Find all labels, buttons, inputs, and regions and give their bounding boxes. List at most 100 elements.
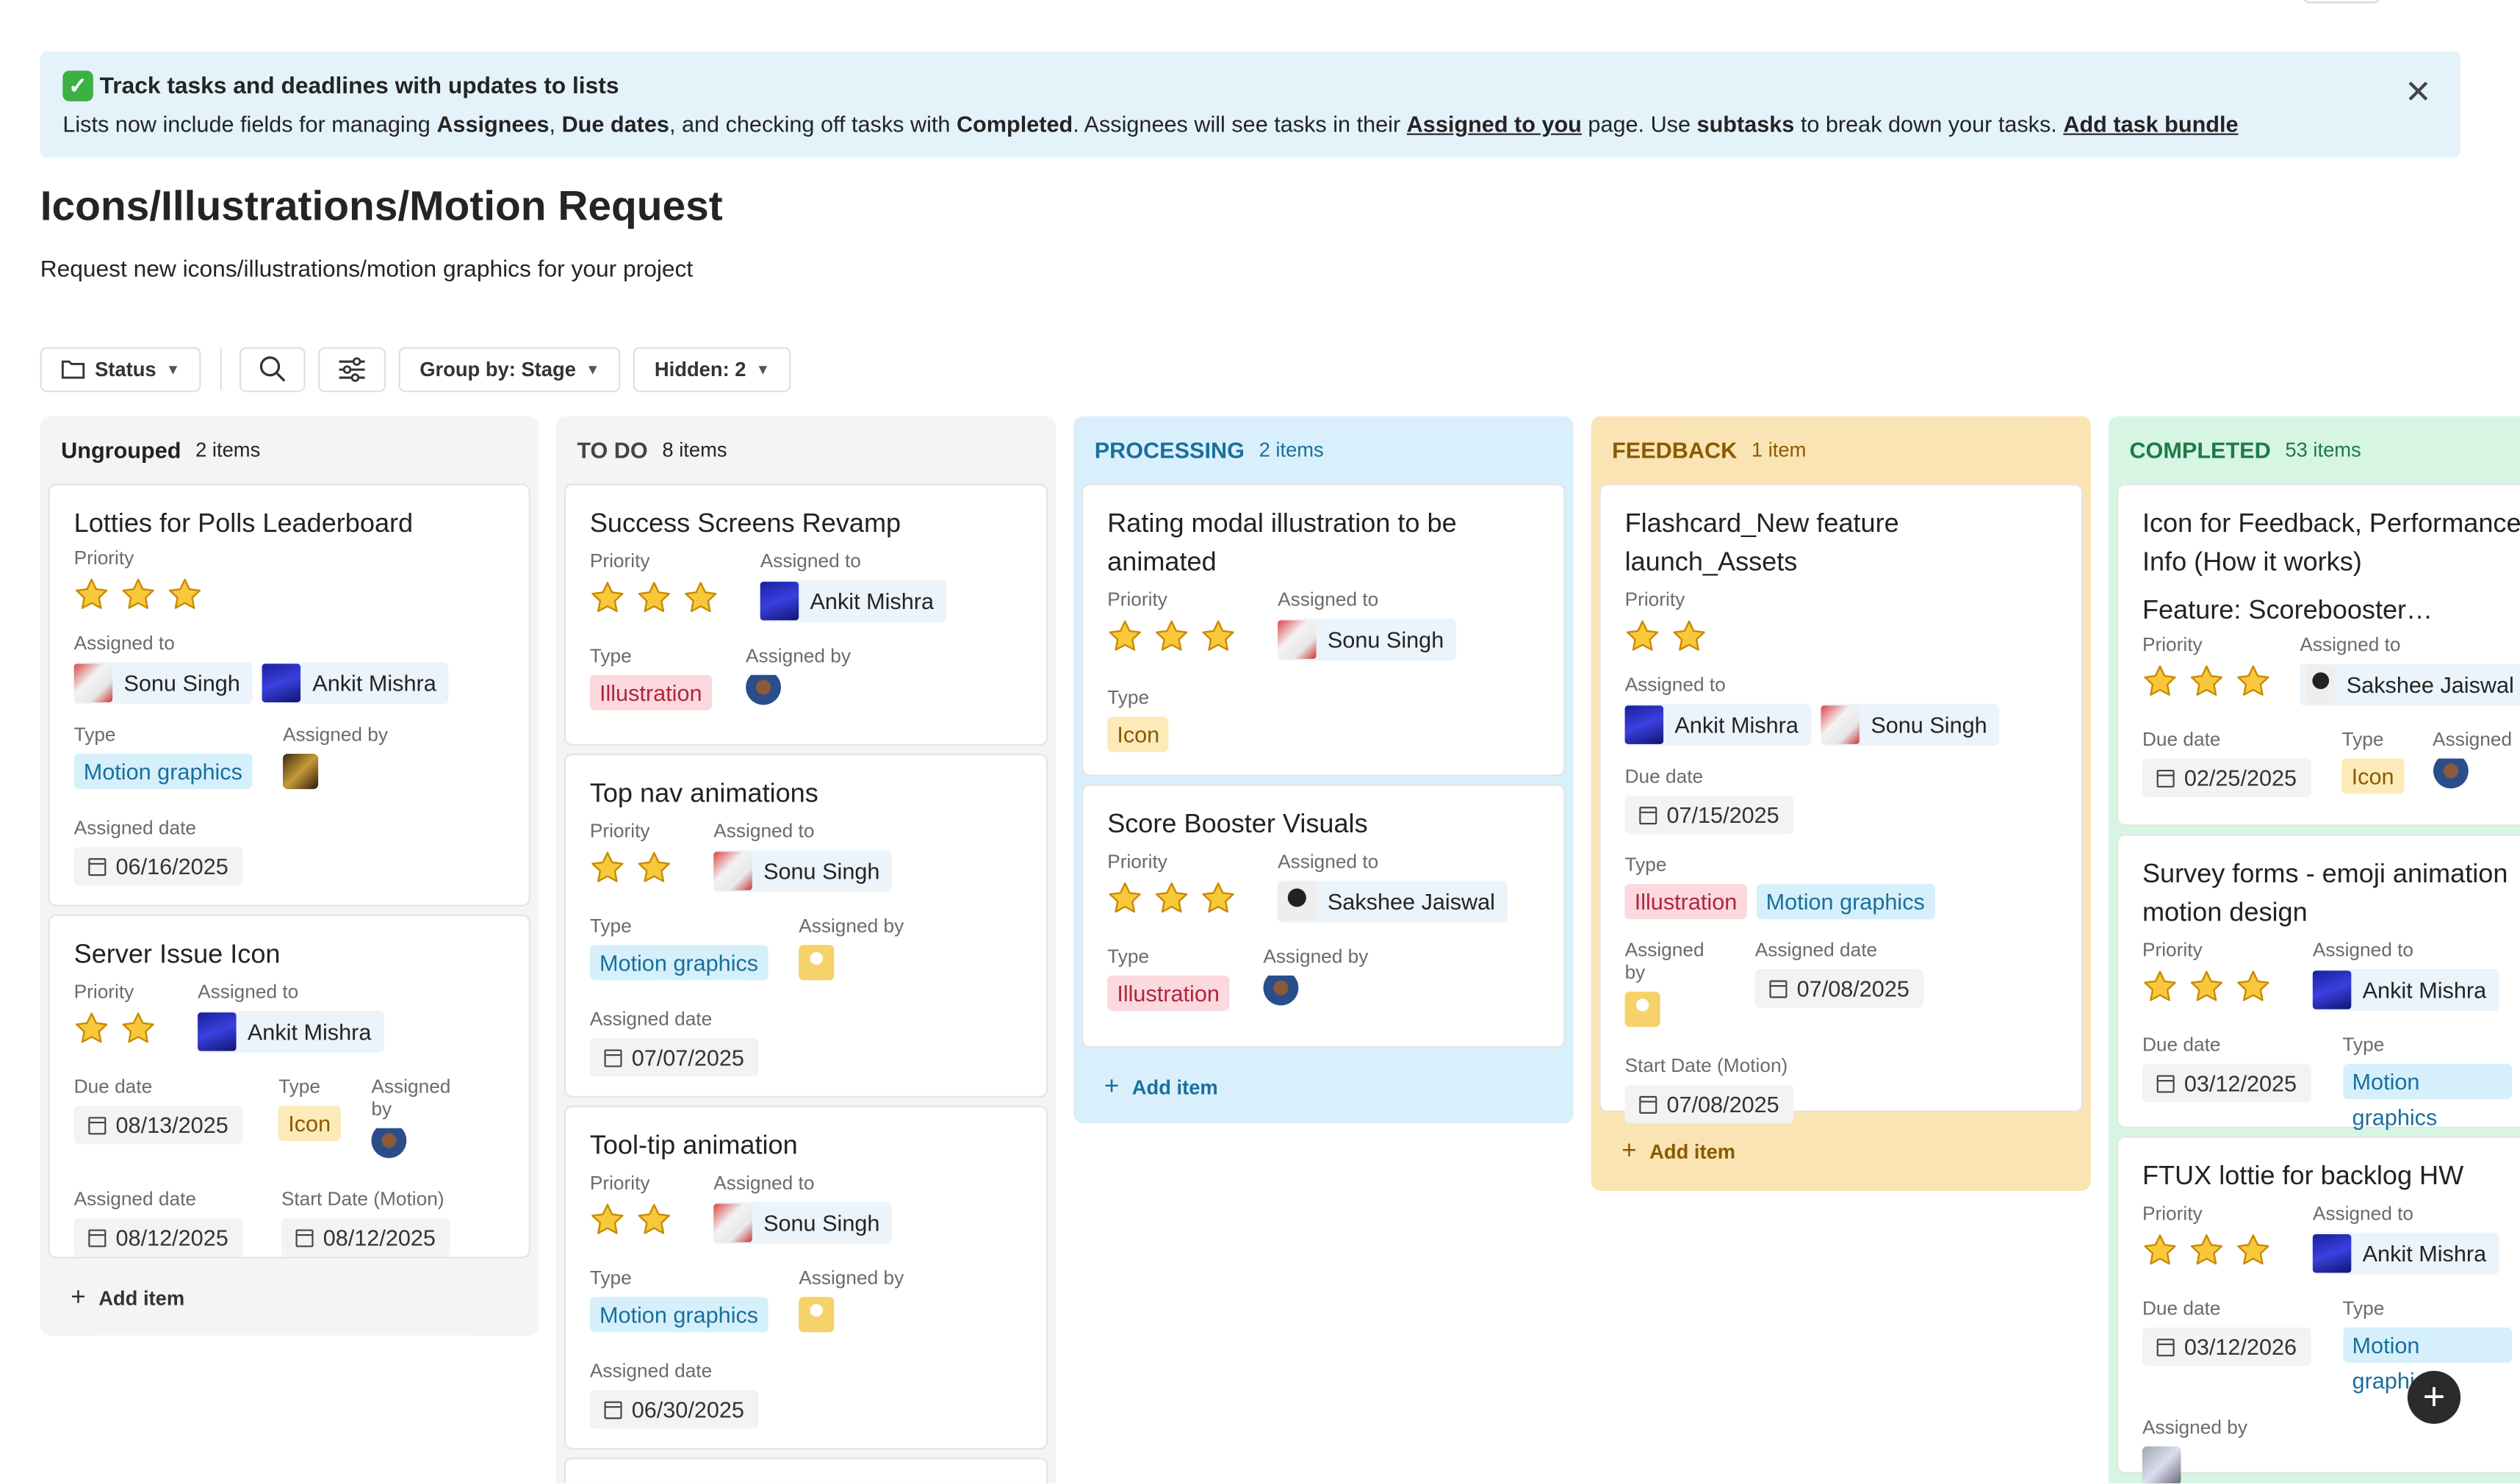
- avatar[interactable]: [746, 674, 782, 710]
- star-icon[interactable]: [590, 850, 625, 885]
- star-icon[interactable]: [2236, 1233, 2271, 1268]
- card-top-nav[interactable]: Top nav animations Priority Assigned to …: [564, 753, 1048, 1098]
- add-item-button[interactable]: + Add item: [48, 1267, 530, 1331]
- assignee-chip[interactable]: Ankit Mishra: [760, 580, 947, 622]
- due-date[interactable]: 08/13/2025: [73, 1106, 243, 1145]
- star-icon[interactable]: [1154, 881, 1189, 916]
- assignee-chip[interactable]: Sonu Singh: [73, 662, 253, 705]
- assignee-chip[interactable]: Sonu Singh: [1821, 704, 2001, 746]
- card-score-booster[interactable]: Score Booster Visuals Priority Assigned …: [1081, 784, 1566, 1048]
- priority-stars[interactable]: [2142, 969, 2284, 1004]
- star-icon[interactable]: [168, 577, 203, 612]
- assigned-date[interactable]: 06/16/2025: [73, 846, 243, 886]
- priority-stars[interactable]: [2142, 1233, 2284, 1268]
- star-icon[interactable]: [2189, 969, 2224, 1004]
- star-icon[interactable]: [2236, 969, 2271, 1004]
- avatar[interactable]: [2433, 758, 2469, 794]
- assignee-chip[interactable]: Sakshee Jaiswal: [1278, 880, 1508, 923]
- avatar[interactable]: [799, 945, 835, 981]
- filter-button[interactable]: [318, 346, 386, 392]
- avatar[interactable]: [2142, 1446, 2181, 1484]
- priority-stars[interactable]: [1107, 881, 1249, 916]
- add-item-button[interactable]: + Add item: [1599, 1120, 2083, 1185]
- hidden-fields-button[interactable]: Hidden: 2 ▼: [633, 346, 791, 392]
- card-rating-modal[interactable]: Rating modal illustration to be animated…: [1081, 483, 1566, 777]
- priority-stars[interactable]: [1107, 619, 1249, 654]
- priority-stars[interactable]: [590, 850, 685, 885]
- status-button[interactable]: Status ▼: [40, 346, 201, 392]
- star-icon[interactable]: [1154, 619, 1189, 654]
- start-date[interactable]: 07/08/2025: [1624, 1084, 1794, 1124]
- group-by-button[interactable]: Group by: Stage ▼: [398, 346, 621, 392]
- star-icon[interactable]: [590, 580, 625, 616]
- card-lotties[interactable]: Lotties for Polls Leaderboard Priority A…: [48, 483, 530, 907]
- star-icon[interactable]: [1107, 881, 1142, 916]
- due-date-label: Due date: [2142, 727, 2221, 751]
- star-icon[interactable]: [2236, 663, 2271, 699]
- assignee-chip[interactable]: Ankit Mishra: [262, 662, 450, 705]
- star-icon[interactable]: [636, 1202, 672, 1237]
- assigned-to-you-link[interactable]: Assigned to you: [1406, 110, 1582, 137]
- due-date[interactable]: 07/15/2025: [1624, 795, 1794, 835]
- card-feedback-icon[interactable]: Icon for Feedback, Performance Info (How…: [2116, 483, 2520, 826]
- star-icon[interactable]: [1200, 619, 1236, 654]
- card-tooltip[interactable]: Tool-tip animation Priority Assigned to …: [564, 1106, 1048, 1450]
- due-date[interactable]: 03/12/2026: [2142, 1327, 2311, 1366]
- add-task-bundle-link[interactable]: Add task bundle: [2063, 110, 2239, 137]
- star-icon[interactable]: [74, 577, 109, 612]
- star-icon[interactable]: [1671, 619, 1707, 654]
- avatar[interactable]: [1624, 991, 1660, 1027]
- star-icon[interactable]: [2142, 663, 2178, 699]
- star-icon[interactable]: [2189, 663, 2224, 699]
- star-icon[interactable]: [636, 580, 672, 616]
- fab-add-button[interactable]: +: [2407, 1370, 2461, 1424]
- priority-stars[interactable]: [74, 1011, 169, 1046]
- card-flashcard[interactable]: Flashcard_New feature launch_Assets Prio…: [1599, 483, 2083, 1124]
- avatar[interactable]: [283, 753, 319, 790]
- card-partial[interactable]: [564, 1458, 1048, 1484]
- assignee-chip[interactable]: Sonu Singh: [713, 850, 893, 893]
- star-icon[interactable]: [636, 850, 672, 885]
- star-icon[interactable]: [1625, 619, 1660, 654]
- star-icon[interactable]: [1107, 619, 1142, 654]
- avatar[interactable]: [1263, 975, 1299, 1011]
- assignee-chip[interactable]: Ankit Mishra: [2312, 1232, 2499, 1275]
- star-icon[interactable]: [683, 580, 719, 616]
- add-item-button[interactable]: + Add item: [1081, 1056, 1565, 1120]
- star-icon[interactable]: [590, 1202, 625, 1237]
- due-date[interactable]: 03/12/2025: [2142, 1064, 2311, 1103]
- start-date[interactable]: 08/12/2025: [281, 1218, 450, 1257]
- top-edge-control[interactable]: [2303, 0, 2380, 4]
- assignee-chip[interactable]: Ankit Mishra: [198, 1010, 384, 1053]
- star-icon[interactable]: [2189, 1233, 2224, 1268]
- star-icon[interactable]: [1200, 881, 1236, 916]
- assignee-chip[interactable]: Ankit Mishra: [1624, 704, 1812, 746]
- avatar[interactable]: [371, 1128, 407, 1164]
- star-icon[interactable]: [2142, 969, 2178, 1004]
- priority-stars[interactable]: [590, 1202, 685, 1237]
- priority-stars[interactable]: [590, 580, 732, 616]
- close-icon[interactable]: ✕: [2405, 75, 2432, 111]
- assignee-chip[interactable]: Sonu Singh: [713, 1202, 893, 1245]
- assignee-chip[interactable]: Sonu Singh: [1278, 619, 1457, 661]
- priority-stars[interactable]: [2142, 663, 2271, 699]
- priority-stars[interactable]: [74, 577, 505, 612]
- assignee-chip[interactable]: Sakshee Jaiswal: [2300, 663, 2520, 706]
- assigned-date[interactable]: 06/30/2025: [589, 1390, 759, 1429]
- avatar[interactable]: [799, 1297, 835, 1333]
- assigned-date[interactable]: 08/12/2025: [73, 1218, 243, 1257]
- card-survey-forms[interactable]: Survey forms - emoji animation motion de…: [2116, 834, 2520, 1130]
- assignee-chip[interactable]: Ankit Mishra: [2312, 969, 2499, 1011]
- priority-stars[interactable]: [1625, 619, 2057, 654]
- assigned-date[interactable]: 07/08/2025: [1754, 969, 1924, 1008]
- due-date[interactable]: 02/25/2025: [2142, 758, 2311, 797]
- search-button[interactable]: [240, 346, 306, 392]
- star-icon[interactable]: [120, 577, 156, 612]
- card-success-screens[interactable]: Success Screens Revamp Priority Assigned…: [564, 483, 1048, 746]
- star-icon[interactable]: [120, 1011, 156, 1046]
- star-icon[interactable]: [74, 1011, 109, 1046]
- assigned-date[interactable]: 07/07/2025: [589, 1038, 759, 1077]
- card-server-issue[interactable]: Server Issue Icon Priority Assigned to A…: [48, 914, 530, 1258]
- card-ftux-lottie[interactable]: FTUX lottie for backlog HW Priority Assi…: [2116, 1136, 2520, 1484]
- star-icon[interactable]: [2142, 1233, 2178, 1268]
